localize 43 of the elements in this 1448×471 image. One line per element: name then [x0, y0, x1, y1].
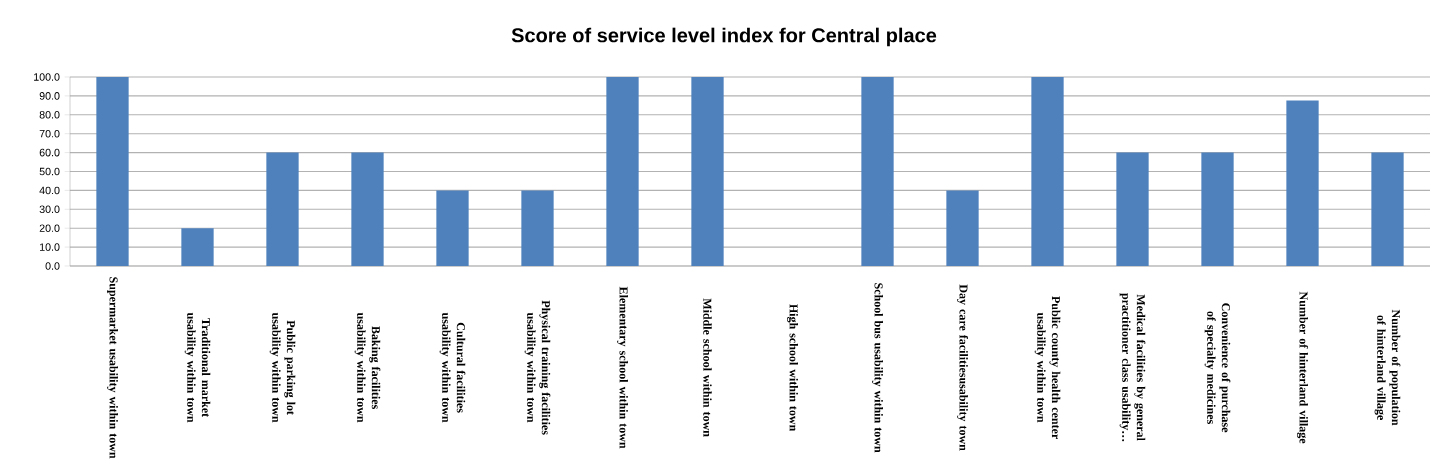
bar [861, 77, 894, 266]
bar [181, 228, 214, 266]
x-tick-label: Public county health center usability within town [1034, 296, 1061, 439]
bar [1031, 77, 1064, 266]
bar [436, 190, 469, 266]
x-tick-label: Public parking lot usability within town [269, 312, 296, 423]
x-tick-label: Number of hinterland village [1296, 291, 1309, 444]
bar [1116, 152, 1149, 266]
y-tick-label: 90.0 [39, 92, 60, 100]
bar [96, 77, 129, 266]
chart-title: Score of service level index for Central place [511, 27, 937, 47]
y-tick-label: 50.0 [39, 167, 60, 176]
x-tick-label: Traditional market usability within town [184, 312, 211, 423]
x-tick-label: Day care facilitiesusability town [956, 284, 969, 451]
bar [521, 190, 554, 266]
bar [266, 152, 299, 266]
x-tick-label: Medical facilities by general practitioner class usability… [1119, 293, 1146, 442]
y-tick-label: 100.0 [34, 73, 60, 81]
y-tick-label: 80.0 [39, 111, 60, 119]
x-tick-label: School bus usability within town [872, 283, 883, 453]
x-tick-label: High school within town [787, 304, 798, 432]
y-tick-label: 60.0 [39, 148, 60, 157]
x-tick-label: Number of population of hinterland village [1374, 309, 1401, 426]
x-tick-label: Physical training facilities usability within town [524, 300, 551, 435]
y-tick-label: 20.0 [39, 224, 60, 232]
bar [1201, 152, 1234, 266]
bar [606, 77, 639, 266]
bar [691, 77, 724, 266]
x-tick-label: Middle school within town [703, 298, 712, 437]
bar [1371, 152, 1404, 266]
y-tick-label: 70.0 [39, 129, 60, 138]
x-tick-label: Elementary school within town [617, 286, 628, 449]
y-tick-label: 30.0 [39, 205, 60, 214]
x-tick-label: Baking facilities usability within town [354, 312, 381, 423]
x-tick-label: Cultural facilities usability within town [439, 312, 466, 423]
bar [1286, 100, 1319, 266]
bar [946, 190, 979, 266]
y-tick-label: 10.0 [40, 243, 60, 251]
x-tick-label: Supermarket usability within town [107, 277, 118, 459]
y-tick-label: 40.0 [39, 186, 60, 195]
x-tick-label: Convenience of purchase of specialty medicines [1204, 303, 1231, 433]
y-tick-label: 0.0 [45, 262, 60, 270]
bar [351, 152, 384, 266]
